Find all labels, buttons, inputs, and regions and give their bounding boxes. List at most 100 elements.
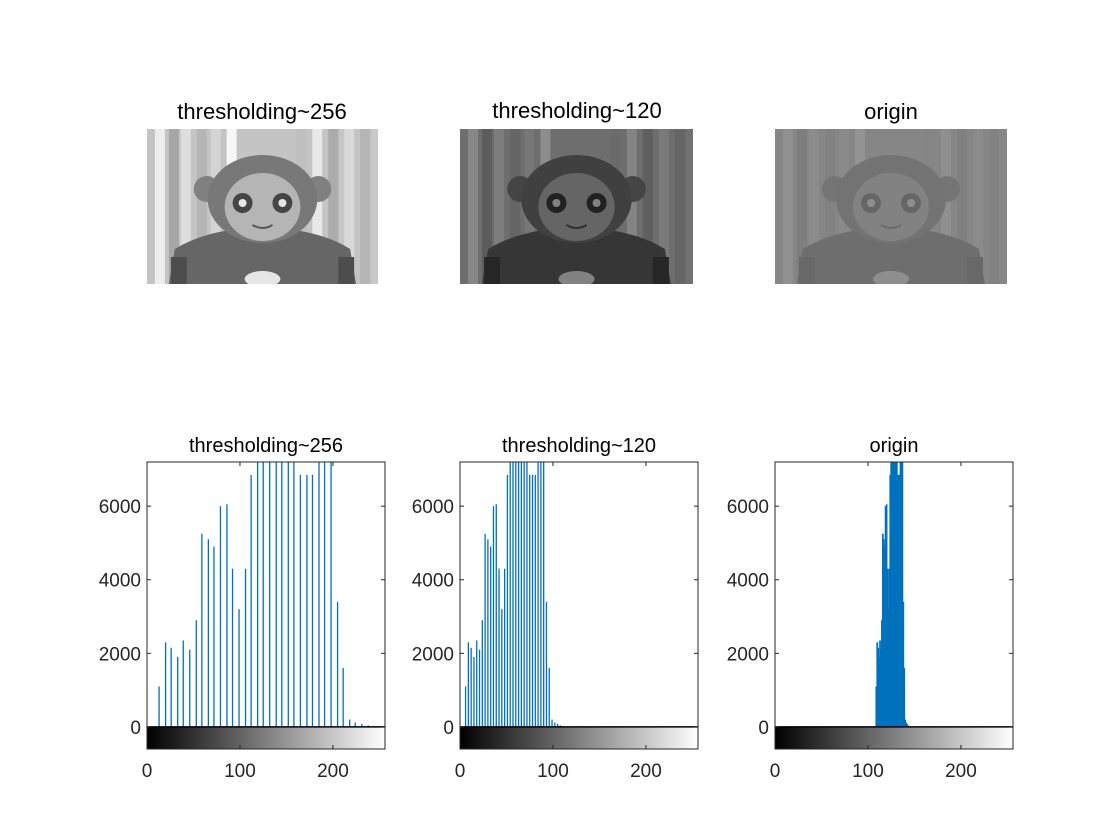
histogram-bar xyxy=(492,506,495,727)
histogram-bar xyxy=(887,609,890,727)
curtain-stripe xyxy=(797,129,807,284)
histogram-bar xyxy=(470,647,472,727)
y-tick-label: 4000 xyxy=(99,571,141,592)
histogram-bar xyxy=(886,568,889,727)
histogram-bar xyxy=(897,474,900,727)
histogram-bar xyxy=(526,462,528,727)
robot-chest-light xyxy=(558,271,595,284)
histogram-bar xyxy=(487,539,489,727)
robot-left-arm xyxy=(170,257,187,284)
histogram-bar xyxy=(498,568,500,727)
histogram-bar xyxy=(884,506,887,727)
curtain-stripe xyxy=(1001,129,1007,284)
robot-right-pupil xyxy=(278,199,287,207)
y-tick-label: 4000 xyxy=(412,571,454,592)
histogram-bar xyxy=(201,533,203,727)
curtain-stripe xyxy=(360,129,371,284)
curtain-stripe xyxy=(468,129,479,284)
histogram-bar xyxy=(894,462,897,727)
histogram-bar xyxy=(905,722,907,727)
curtain-stripe xyxy=(328,129,339,284)
robot-mouth xyxy=(565,224,588,229)
robot-left-arm xyxy=(484,257,501,284)
histogram-bar xyxy=(545,601,548,727)
histogram-bar xyxy=(895,462,898,727)
curtain-stripe xyxy=(686,129,693,284)
histogram-bar xyxy=(467,642,470,727)
histogram-bar xyxy=(213,546,215,727)
robot-right-pupil xyxy=(592,199,601,207)
curtain-stripe xyxy=(344,129,355,284)
robot-right-arm xyxy=(338,257,355,284)
curtain-stripe xyxy=(510,129,521,284)
histogram-3: 0 2000 4000 6000 0 100 200 origin xyxy=(727,435,1014,782)
histogram-bar xyxy=(361,723,363,727)
histogram-bar xyxy=(900,462,903,727)
histogram-bar xyxy=(902,601,905,727)
x-tick-label: 0 xyxy=(455,761,466,782)
histogram-bar xyxy=(891,462,894,727)
robot-face xyxy=(538,173,615,241)
histogram-bar xyxy=(556,723,559,727)
histogram-bar xyxy=(275,462,277,727)
histogram-bar xyxy=(882,539,885,727)
histogram-bar xyxy=(540,462,542,727)
gray-colorbar xyxy=(460,726,698,749)
robot-body xyxy=(168,227,357,284)
histogram-1: 0 2000 4000 6000 0 100 200 thresholding~256 xyxy=(99,435,386,782)
histogram-bar xyxy=(876,642,879,727)
curtain-stripe xyxy=(674,129,685,284)
robot-mouth xyxy=(880,224,902,229)
curtain-stripe xyxy=(482,129,493,284)
histogram-bar xyxy=(889,474,892,727)
histogram-bar xyxy=(551,719,553,727)
histogram-bar xyxy=(537,462,539,727)
histogram-title: thresholding~256 xyxy=(189,435,343,457)
histogram-bar xyxy=(501,609,503,727)
robot-left-pupil xyxy=(552,199,561,207)
histogram-bar xyxy=(330,462,332,727)
histogram-bar xyxy=(250,474,252,727)
histogram-bar xyxy=(158,686,160,727)
histogram-bar xyxy=(293,462,295,727)
histogram-bar xyxy=(256,462,259,727)
histogram-bar xyxy=(520,462,523,727)
histogram-bar xyxy=(901,462,904,727)
curtain-stripe xyxy=(825,129,835,284)
histogram-bar xyxy=(512,462,514,727)
x-tick-label: 0 xyxy=(142,761,153,782)
x-tick-label: 200 xyxy=(945,761,977,782)
histogram-bar xyxy=(894,462,896,727)
robot-chest-light xyxy=(244,271,281,284)
histogram-bar xyxy=(182,640,184,727)
curtain-stripe xyxy=(494,129,505,284)
x-tick-label: 100 xyxy=(852,761,884,782)
histogram-bar xyxy=(354,722,356,727)
robot-left-arm xyxy=(799,257,815,284)
robot-image-thresholding-120 xyxy=(460,129,693,284)
robot-image-thresholding-256 xyxy=(147,129,378,284)
histogram-2: 0 2000 4000 6000 0 100 200 thresholding~120 xyxy=(412,435,699,782)
histogram-bar xyxy=(880,649,882,727)
histogram-bar xyxy=(177,657,179,727)
histogram-bar xyxy=(287,462,289,727)
histogram-bar xyxy=(481,620,483,727)
histogram-bar xyxy=(195,620,197,727)
histogram-bar xyxy=(478,649,481,727)
robot-body xyxy=(482,227,671,284)
image-title-2: thresholding~120 xyxy=(492,98,662,123)
y-tick-label: 0 xyxy=(130,718,141,739)
y-tick-label: 2000 xyxy=(412,644,454,665)
histogram-bar xyxy=(877,647,880,727)
y-tick-label: 0 xyxy=(443,718,454,739)
histogram-bar xyxy=(231,568,234,727)
robot-left-pupil xyxy=(867,199,875,207)
histogram-bar xyxy=(883,546,886,727)
histogram-bar xyxy=(534,474,536,727)
curtain-stripe xyxy=(168,129,179,284)
x-tick-label: 200 xyxy=(630,761,662,782)
histogram-bar xyxy=(531,474,534,727)
x-tick-label: 200 xyxy=(317,761,349,782)
